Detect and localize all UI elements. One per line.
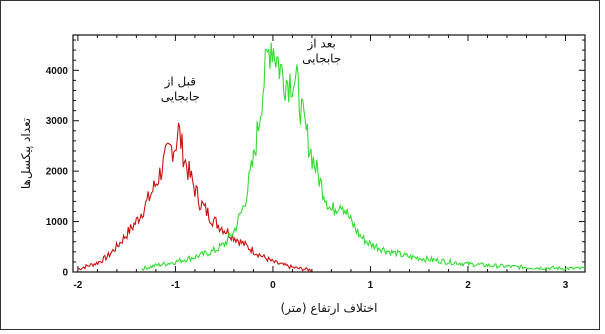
x-axis-label: اختلاف ارتفاع (متر) bbox=[281, 301, 378, 316]
annotation-2-line-2: جابجایی bbox=[302, 52, 341, 66]
x-tick-label: 3 bbox=[563, 280, 569, 291]
y-tick-label: 0 bbox=[62, 268, 68, 279]
series-line-1 bbox=[77, 122, 312, 272]
series-group bbox=[77, 42, 586, 272]
y-tick-label: 1000 bbox=[46, 217, 69, 228]
x-tick-label: 0 bbox=[270, 280, 276, 291]
annotation-1-line-1: قبل از bbox=[164, 74, 196, 89]
x-tick-label: -1 bbox=[171, 280, 180, 291]
y-tick-label: 4000 bbox=[46, 66, 69, 77]
x-tick-label: -2 bbox=[73, 280, 82, 291]
annotation-2-line-1: بعد از bbox=[306, 37, 335, 52]
x-tick-label: 2 bbox=[465, 280, 471, 291]
y-tick-label: 2000 bbox=[46, 167, 69, 178]
annotation-1-line-2: جابجایی bbox=[161, 89, 200, 103]
y-axis-ticks: 0 1000 2000 3000 4000 bbox=[46, 39, 585, 279]
series-line-2 bbox=[141, 42, 586, 272]
y-tick-label: 3000 bbox=[46, 116, 69, 127]
x-axis-ticks: -2 -1 0 1 2 3 bbox=[73, 35, 586, 291]
y-axis-label: تعداد پیکسل‌ها bbox=[19, 118, 33, 189]
chart-frame bbox=[0, 0, 600, 330]
plot-area bbox=[72, 34, 586, 273]
x-tick-label: 1 bbox=[368, 280, 374, 291]
